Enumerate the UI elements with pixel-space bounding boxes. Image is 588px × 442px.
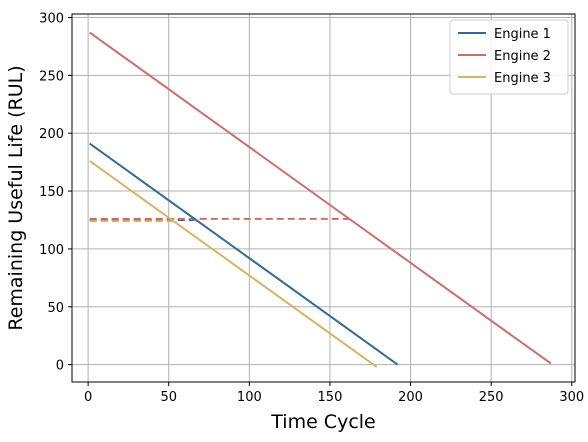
y-axis-title: Remaining Useful Life (RUL) bbox=[5, 65, 27, 330]
x-tick-label: 100 bbox=[237, 390, 262, 405]
x-tick-label: 50 bbox=[160, 390, 177, 405]
legend-label: Engine 3 bbox=[494, 71, 551, 86]
x-tick-label: 200 bbox=[398, 390, 423, 405]
series-line bbox=[89, 31, 552, 365]
legend-box bbox=[449, 19, 569, 95]
x-tick-label: 150 bbox=[318, 390, 343, 405]
series-line bbox=[89, 160, 378, 368]
plot-lines bbox=[89, 31, 552, 368]
axis-ticks: 0 50 100 150 200 250 300 0 50 100 150 200 250 300 bbox=[39, 11, 584, 405]
series-line bbox=[89, 142, 399, 366]
legend-label: Engine 1 bbox=[494, 27, 551, 42]
y-tick-label: 50 bbox=[47, 301, 64, 316]
y-tick-label: 200 bbox=[39, 127, 64, 142]
plot-frame bbox=[71, 13, 576, 383]
legend: Engine 1 Engine 2 Engine 3 bbox=[449, 19, 569, 95]
y-tick-label: 100 bbox=[39, 243, 64, 258]
y-tick-label: 250 bbox=[39, 69, 64, 84]
x-tick-label: 300 bbox=[559, 390, 584, 405]
x-tick-label: 0 bbox=[84, 390, 92, 405]
legend-label: Engine 2 bbox=[494, 49, 551, 64]
y-tick-label: 150 bbox=[39, 185, 64, 200]
x-tick-label: 250 bbox=[479, 390, 504, 405]
x-axis-title: Time Cycle bbox=[270, 411, 375, 433]
y-tick-label: 0 bbox=[56, 359, 64, 374]
y-tick-label: 300 bbox=[39, 11, 64, 26]
